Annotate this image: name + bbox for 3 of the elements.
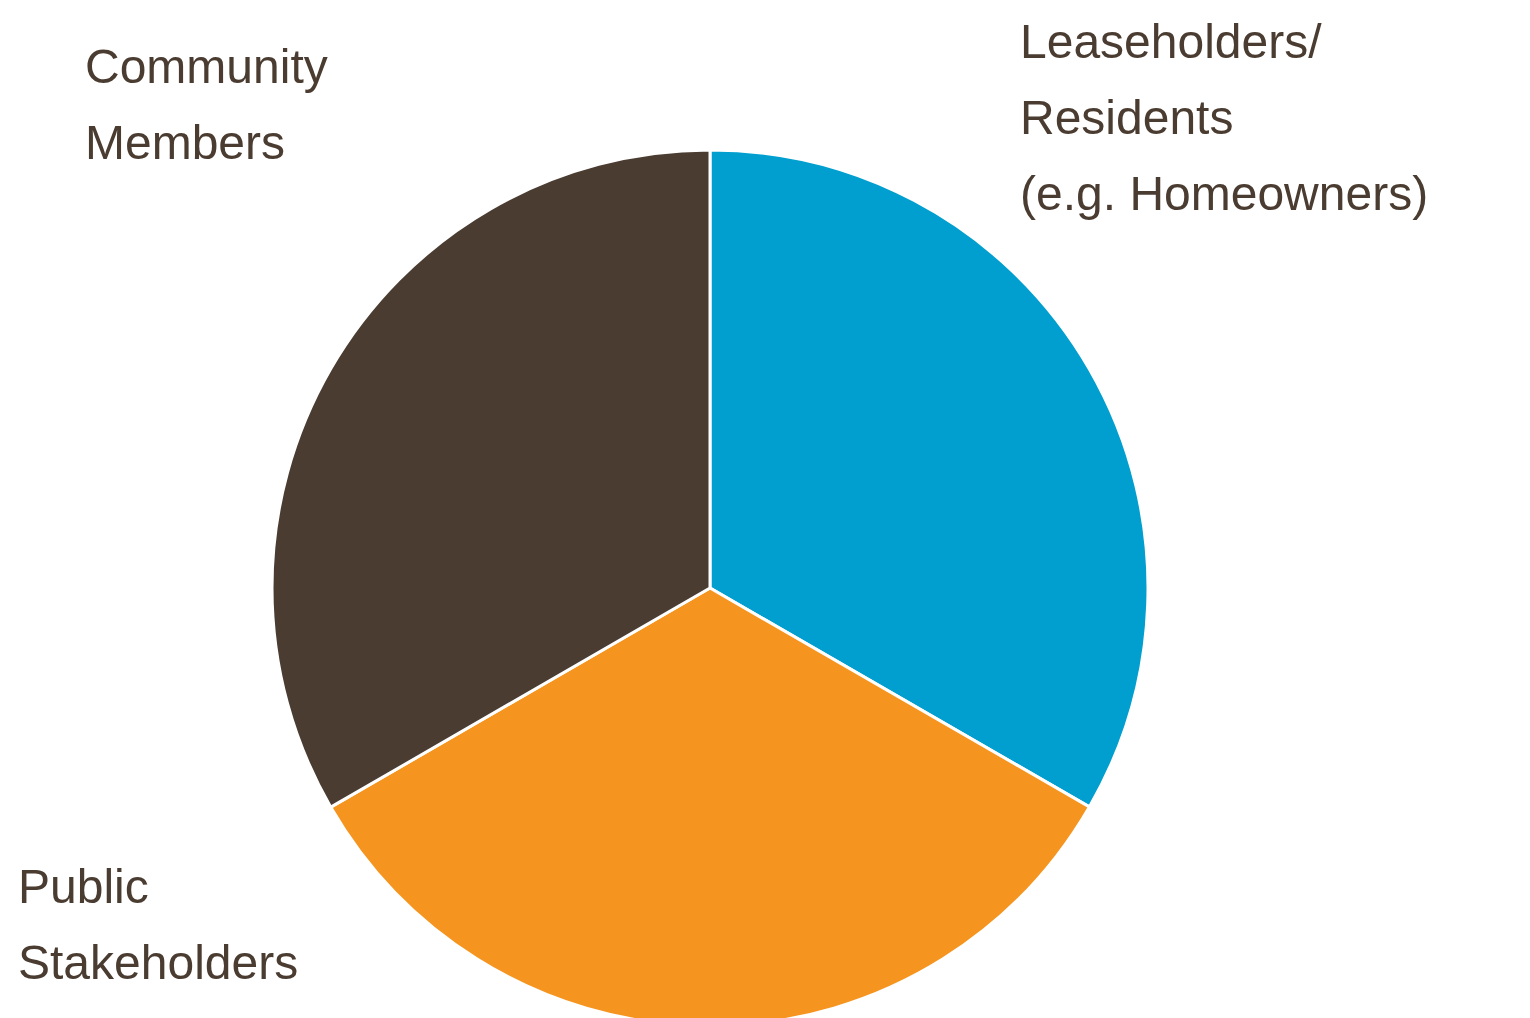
slice-label: Leaseholders/ Residents (e.g. Homeowners)	[1020, 15, 1429, 220]
slice-label: Community Members	[85, 40, 328, 169]
slice-label: Public Stakeholders	[18, 860, 299, 989]
